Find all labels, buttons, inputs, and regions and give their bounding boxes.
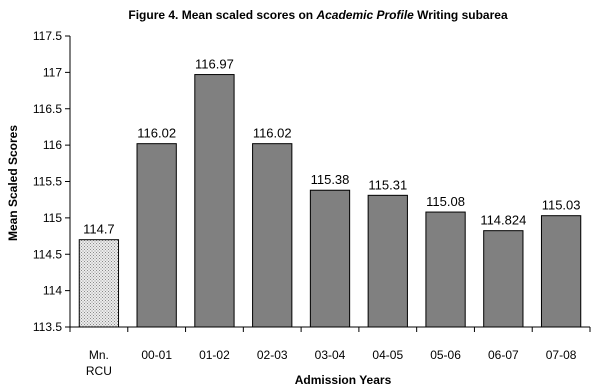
y-tick-label: 115.5 xyxy=(33,175,62,189)
value-labels: 114.7 116.02 116.97 116.02 115.38 115.31 115.0… xyxy=(83,57,580,237)
chart-title-suffix: Writing subarea xyxy=(414,8,508,22)
y-axis-title: Mean Scaled Scores xyxy=(6,125,20,241)
bar-5 xyxy=(367,194,408,328)
chart-title-italic: Academic Profile xyxy=(315,8,414,22)
axes xyxy=(69,36,591,332)
bar-4 xyxy=(309,189,351,328)
y-tick-label: 114.5 xyxy=(33,247,62,261)
y-tick-label: 113.5 xyxy=(33,320,62,334)
data-label: 116.02 xyxy=(253,126,292,141)
bar-7 xyxy=(483,230,524,328)
x-tick-label: 05-06 xyxy=(430,348,461,362)
bar-8 xyxy=(540,215,582,328)
chart-title-prefix: Figure 4. Mean scaled scores on xyxy=(128,8,316,22)
data-label: 114.824 xyxy=(480,213,526,228)
x-tick-label: 03-04 xyxy=(315,348,346,362)
bar-3 xyxy=(252,143,293,328)
data-label: 116.97 xyxy=(195,57,234,72)
data-label: 115.03 xyxy=(542,198,581,213)
data-label: 115.31 xyxy=(368,177,407,192)
y-tick-label: 117 xyxy=(43,65,62,79)
x-tick-label: 06-07 xyxy=(488,348,519,362)
x-tick-label: 07-08 xyxy=(546,348,577,362)
bar-6 xyxy=(425,211,466,328)
data-label: 115.38 xyxy=(311,172,350,187)
x-tick-label: 01-02 xyxy=(199,348,230,362)
bar-0 xyxy=(78,239,120,328)
x-axis-title: Admission Years xyxy=(295,373,392,387)
bar-1 xyxy=(136,143,177,328)
y-tick-label: 114 xyxy=(43,284,62,298)
x-tick-label: 04-05 xyxy=(372,348,403,362)
y-axis-ticks: 113.5 114 114.5 115 115.5 116 116.5 117 117.5 xyxy=(33,29,70,334)
y-tick-label: 116 xyxy=(43,138,62,152)
chart-title: Figure 4. Mean scaled scores on Academic… xyxy=(128,8,508,22)
x-tick-label: RCU xyxy=(86,364,112,378)
data-label: 116.02 xyxy=(137,126,176,141)
x-tick-label: 02-03 xyxy=(257,348,288,362)
x-tick-label: Mn. xyxy=(89,348,109,362)
bar-2 xyxy=(194,74,235,328)
x-tick-label: 00-01 xyxy=(141,348,172,362)
y-tick-label: 115 xyxy=(43,211,62,225)
bars xyxy=(78,74,582,328)
y-tick-label: 116.5 xyxy=(33,102,62,116)
data-label: 115.08 xyxy=(426,194,465,209)
y-tick-label: 117.5 xyxy=(33,29,62,43)
data-label: 114.7 xyxy=(83,222,115,237)
x-axis-labels: Mn. RCU 00-01 01-02 02-03 03-04 04-05 05-06 06-0… xyxy=(86,348,577,378)
